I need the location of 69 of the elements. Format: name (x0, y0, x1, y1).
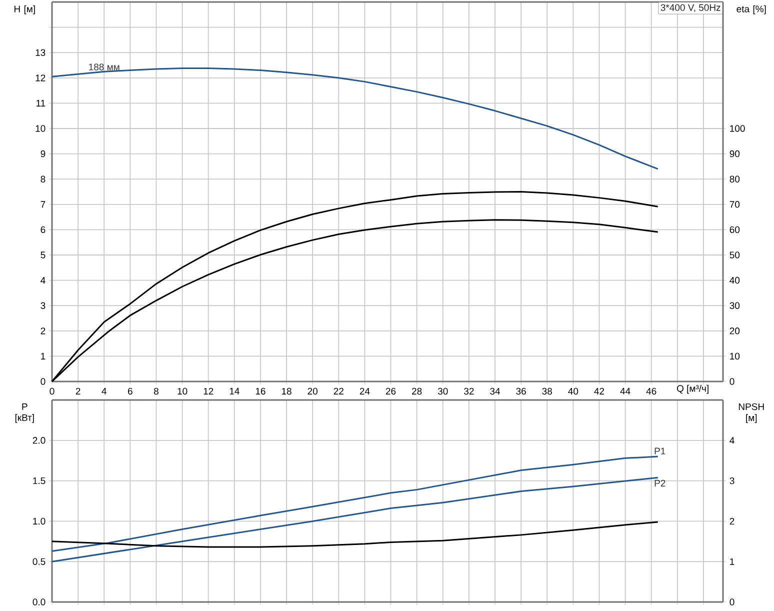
y-tick-label: 5 (40, 252, 46, 258)
x-tick-label: 8 (154, 388, 158, 395)
y2-tick-label: 70 (730, 201, 740, 208)
annotation: 3*400 V, 50Hz (660, 4, 720, 12)
y-tick-label: 10 (36, 125, 46, 132)
series-label: P2 (654, 480, 666, 486)
x-tick-label: 2 (76, 388, 80, 394)
x-tick-label: 10 (178, 388, 188, 395)
x-tick-label: 20 (308, 388, 318, 395)
y2-tick-label: 40 (730, 276, 740, 284)
y-tick-label: 1.0 (33, 518, 46, 525)
x-tick-label: 30 (438, 388, 448, 395)
y2-axis-title: NPSH [м] (738, 403, 764, 423)
y2-tick-label: 100 (730, 125, 745, 132)
series-label: P1 (654, 448, 666, 454)
y2-tick-label: 10 (730, 352, 740, 360)
x-tick-label: 18 (282, 388, 292, 395)
y-axis-title: H [м] (14, 5, 35, 14)
x-tick-label: 4 (102, 388, 106, 394)
y2-tick-label: 0 (730, 378, 734, 385)
y2-tick-label: 80 (730, 176, 740, 182)
y-tick-label: 11 (36, 100, 46, 106)
x-tick-label: 16 (256, 388, 266, 395)
y-tick-label: 2 (40, 328, 46, 334)
x-tick-label: 26 (386, 388, 396, 395)
y-tick-label: 0 (40, 378, 46, 385)
x-tick-label: 36 (516, 388, 526, 395)
y-tick-label: 6 (40, 226, 46, 234)
x-tick-label: 28 (412, 388, 422, 395)
x-tick-label: 46 (646, 388, 656, 395)
y-tick-label: 1.5 (33, 477, 46, 484)
y2-tick-label: 20 (730, 328, 740, 334)
y2-tick-label: 3 (730, 477, 734, 484)
y2-tick-label: 1 (730, 558, 734, 565)
x-tick-label: 22 (334, 388, 344, 394)
y-tick-label: 0.5 (32, 558, 46, 565)
x-tick-label: 6 (128, 388, 132, 395)
y2-tick-label: 60 (730, 226, 740, 234)
y2-tick-label: 30 (730, 302, 740, 309)
x-tick-label: 40 (568, 388, 578, 395)
y-tick-label: 8 (40, 176, 46, 182)
x-tick-label: 44 (620, 388, 630, 394)
y-tick-label: 7 (40, 201, 46, 208)
y-tick-label: 13 (36, 49, 46, 56)
x-tick-label: 32 (464, 388, 474, 395)
y-tick-label: 1 (41, 352, 46, 360)
y2-tick-label: 90 (730, 150, 740, 158)
line-series (51, 521, 659, 548)
x-tick-label: 34 (490, 388, 500, 395)
x-tick-label: 38 (542, 388, 552, 395)
annotation: 188 мм (89, 64, 120, 70)
y-tick-label: 3 (40, 302, 46, 309)
y2-tick-label: 0 (730, 598, 734, 606)
x-tick-label: 12 (204, 388, 214, 394)
y-tick-label: 9 (40, 150, 46, 158)
x-tick-label: 0 (50, 388, 54, 395)
x-tick-label: 42 (594, 388, 604, 394)
y2-tick-label: 4 (730, 437, 734, 444)
x-tick-label: 24 (360, 388, 370, 394)
y2-tick-label: 50 (730, 252, 740, 258)
y-tick-label: 12 (36, 74, 46, 82)
y2-axis-title: eta [%] (736, 5, 766, 14)
y-tick-label: 2.0 (32, 437, 46, 444)
y2-tick-label: 2 (730, 518, 734, 525)
x-tick-label: 14 (230, 388, 240, 394)
y-axis-title: P [кВт] (15, 403, 34, 423)
y-tick-label: 0.0 (32, 598, 46, 606)
y-tick-label: 4 (40, 277, 46, 284)
x-axis-title: Q [м³/ч] (676, 384, 708, 394)
